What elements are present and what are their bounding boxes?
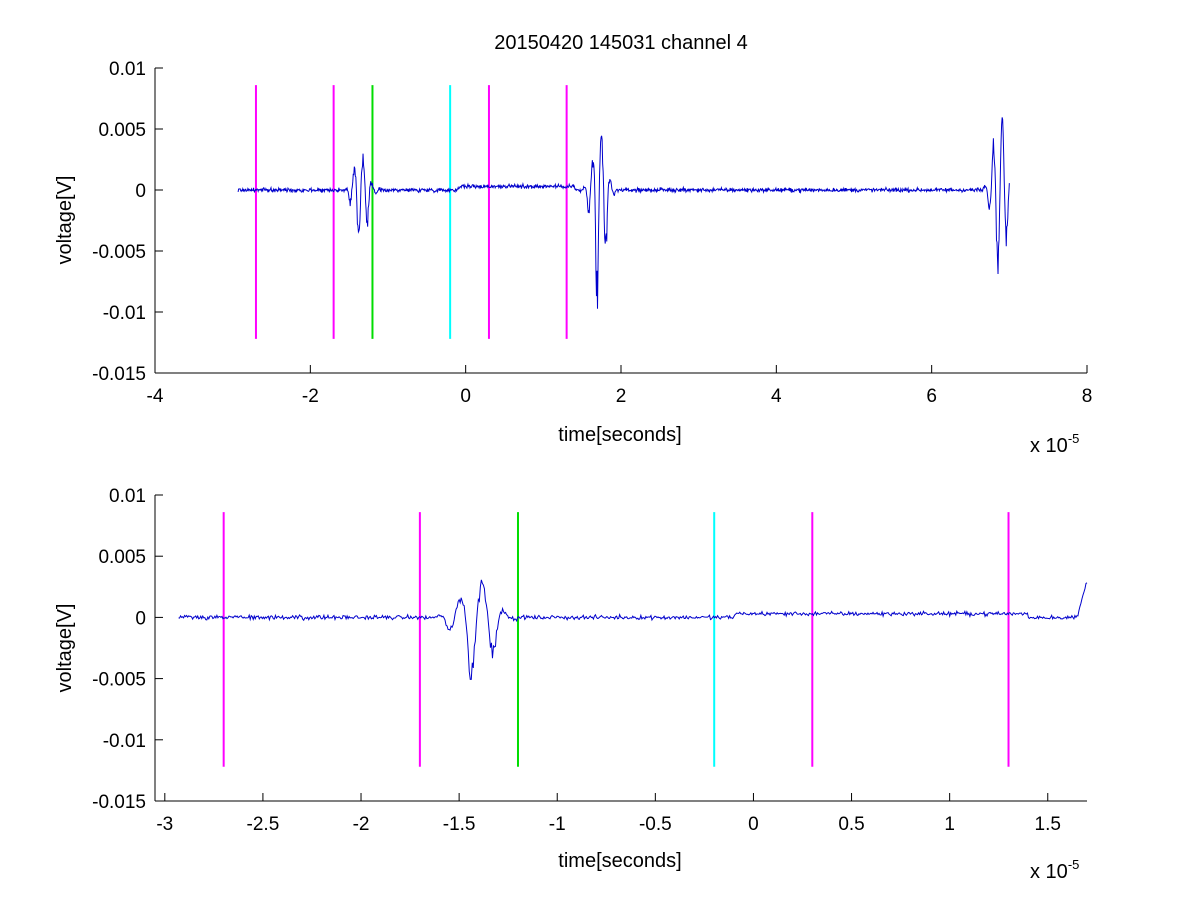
top-plot-x-ticks: -4 -2 0 2 4 6 8 xyxy=(147,365,1093,407)
bottom-plot-y-ticks: 0.01 0.005 0 -0.005 -0.01 -0.015 xyxy=(92,486,163,813)
top-plot-x-multiplier-exponent: -5 xyxy=(1068,431,1080,446)
bottom-plot-x-tick-label: 0.5 xyxy=(838,814,864,835)
bottom-plot-x-multiplier-exponent: -5 xyxy=(1068,857,1080,872)
top-plot-x-tick-label: 2 xyxy=(616,386,627,407)
chart-title: 20150420 145031 channel 4 xyxy=(494,32,748,54)
bottom-plot-y-tick-label: -0.005 xyxy=(92,670,146,691)
bottom-plot-y-tick-label: 0.01 xyxy=(109,486,146,507)
top-plot-y-tick-label: 0.01 xyxy=(109,59,146,80)
top-plot: -4 -2 0 2 4 6 8 0.01 0.005 0 -0.005 -0.01 -0.015 ti… xyxy=(54,59,1092,457)
top-plot-x-tick-label: 6 xyxy=(926,386,937,407)
bottom-plot-x-tick-label: -1.5 xyxy=(443,814,476,835)
top-plot-y-ticks: 0.01 0.005 0 -0.005 -0.01 -0.015 xyxy=(92,59,163,385)
top-plot-x-tick-label: 8 xyxy=(1082,386,1093,407)
top-plot-x-tick-label: 0 xyxy=(460,386,471,407)
bottom-plot-x-tick-label: -0.5 xyxy=(639,814,672,835)
bottom-plot-markers xyxy=(222,512,1010,767)
bottom-plot-y-tick-label: 0 xyxy=(135,608,146,629)
bottom-plot-signal-line xyxy=(178,579,1088,680)
bottom-plot-x-tick-label: 1 xyxy=(944,814,955,835)
bottom-plot-x-multiplier: x 10-5 xyxy=(1030,857,1079,883)
bottom-plot-y-tick-label: -0.015 xyxy=(92,792,146,813)
top-plot-x-tick-label: 4 xyxy=(771,386,782,407)
top-plot-x-multiplier: x 10-5 xyxy=(1030,431,1079,457)
top-plot-x-label: time[seconds] xyxy=(558,424,681,446)
top-plot-y-tick-label: -0.01 xyxy=(103,303,146,324)
top-plot-markers xyxy=(254,85,568,339)
top-plot-x-tick-label: -2 xyxy=(302,386,319,407)
top-plot-y-tick-label: -0.015 xyxy=(92,364,146,385)
bottom-plot-x-tick-label: -2.5 xyxy=(247,814,280,835)
bottom-plot-x-tick-label: 0 xyxy=(748,814,759,835)
bottom-plot-y-label: voltage[V] xyxy=(54,604,76,693)
bottom-plot-x-tick-label: -1 xyxy=(549,814,566,835)
top-plot-y-tick-label: -0.005 xyxy=(92,242,146,263)
bottom-plot: -3 -2.5 -2 -1.5 -1 -0.5 0 0.5 1 1.5 0.01 0.005 0 -0.… xyxy=(54,486,1088,883)
top-plot-y-tick-label: 0 xyxy=(135,181,146,202)
bottom-plot-y-tick-label: 0.005 xyxy=(98,547,146,568)
top-plot-y-tick-label: 0.005 xyxy=(98,120,146,141)
bottom-plot-y-tick-label: -0.01 xyxy=(103,731,146,752)
bottom-plot-x-tick-label: -3 xyxy=(156,814,173,835)
top-plot-x-tick-label: -4 xyxy=(147,386,164,407)
bottom-plot-x-label: time[seconds] xyxy=(558,850,681,872)
bottom-plot-x-ticks: -3 -2.5 -2 -1.5 -1 -0.5 0 0.5 1 1.5 xyxy=(156,793,1061,835)
top-plot-signal-line xyxy=(237,117,1010,309)
bottom-plot-x-tick-label: -2 xyxy=(353,814,370,835)
bottom-plot-x-tick-label: 1.5 xyxy=(1035,814,1061,835)
top-plot-y-label: voltage[V] xyxy=(54,176,76,265)
